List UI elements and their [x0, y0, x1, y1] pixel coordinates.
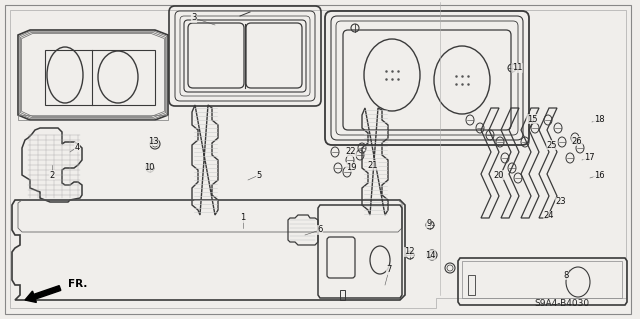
Text: 2: 2	[49, 170, 54, 180]
Text: S9A4-B4030: S9A4-B4030	[534, 299, 589, 308]
Text: FR.: FR.	[68, 279, 88, 289]
Text: 15: 15	[527, 115, 537, 123]
Text: 7: 7	[387, 265, 392, 275]
Text: 11: 11	[512, 63, 522, 72]
FancyArrow shape	[25, 286, 61, 302]
Text: 5: 5	[257, 170, 262, 180]
Text: 4: 4	[74, 143, 79, 152]
Text: 24: 24	[544, 211, 554, 220]
Text: 23: 23	[556, 197, 566, 206]
Text: 8: 8	[563, 271, 569, 279]
Text: 1: 1	[241, 213, 246, 222]
Text: 22: 22	[346, 147, 356, 157]
Text: 13: 13	[148, 137, 158, 145]
Text: 26: 26	[572, 137, 582, 145]
Text: 12: 12	[404, 248, 414, 256]
Text: 21: 21	[368, 160, 378, 169]
Text: 17: 17	[584, 153, 595, 162]
Text: 25: 25	[547, 140, 557, 150]
Text: 18: 18	[594, 115, 604, 124]
Text: 10: 10	[144, 164, 154, 173]
Text: 20: 20	[493, 170, 504, 180]
Text: 19: 19	[346, 162, 356, 172]
Text: 6: 6	[317, 226, 323, 234]
Text: 16: 16	[594, 170, 604, 180]
Text: 9: 9	[426, 219, 431, 227]
Text: 14: 14	[425, 250, 435, 259]
Text: 3: 3	[191, 13, 196, 23]
